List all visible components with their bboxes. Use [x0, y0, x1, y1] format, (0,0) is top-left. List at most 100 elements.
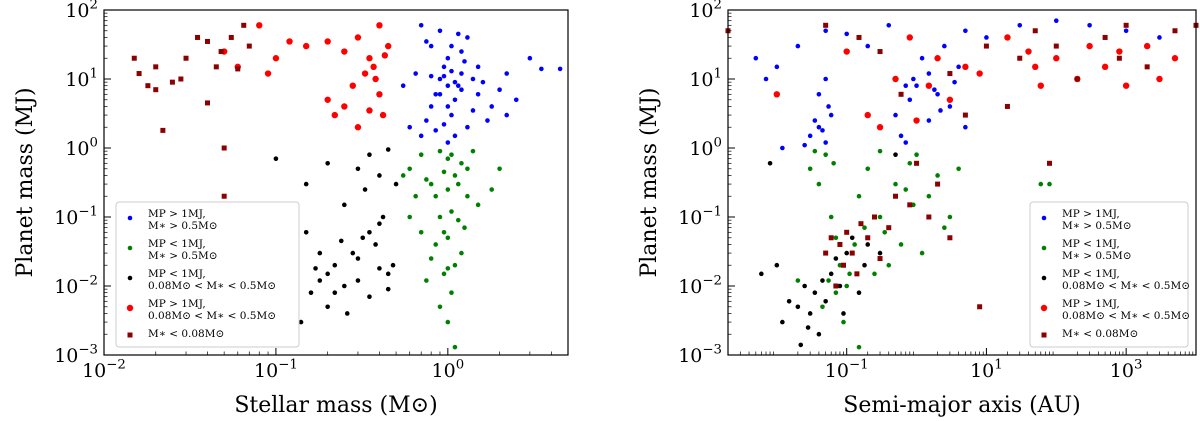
data-point — [828, 271, 834, 277]
data-point — [355, 256, 361, 261]
data-point — [437, 214, 443, 220]
data-point — [379, 111, 387, 119]
data-point — [527, 55, 533, 61]
legend-marker — [127, 245, 133, 251]
data-point — [407, 214, 412, 220]
data-point — [823, 22, 829, 28]
data-point — [308, 290, 314, 295]
data-point — [449, 43, 454, 49]
data-point — [947, 104, 953, 109]
data-point — [325, 304, 330, 310]
data-point — [437, 76, 443, 82]
legend-frame — [115, 201, 300, 348]
data-point — [452, 97, 458, 103]
data-point — [407, 166, 412, 172]
data-point — [1032, 63, 1039, 71]
data-point — [449, 209, 454, 214]
data-point — [844, 250, 849, 256]
data-point — [935, 92, 940, 97]
data-point — [485, 118, 490, 123]
data-point — [1101, 63, 1109, 71]
legend-entry: MP < 1MJ,M∗ > 0.5M⊙ — [1041, 238, 1132, 262]
data-point — [303, 181, 309, 187]
legend-label: MP > 1MJ, — [1062, 298, 1120, 310]
data-point — [812, 118, 818, 123]
data-point — [354, 124, 362, 131]
data-point — [952, 79, 957, 85]
data-point — [445, 156, 451, 161]
data-point — [926, 214, 932, 220]
data-point — [826, 104, 831, 109]
data-point — [907, 161, 913, 166]
legend-marker — [127, 332, 133, 338]
data-point — [812, 148, 818, 154]
data-point — [849, 250, 855, 256]
data-point — [802, 283, 807, 289]
legend-label: M∗ < 0.08M⊙ — [148, 328, 224, 340]
data-point — [872, 271, 877, 277]
data-point — [1053, 18, 1059, 23]
data-point — [504, 71, 510, 76]
data-point — [324, 96, 331, 103]
data-point — [854, 271, 860, 277]
data-point — [963, 124, 968, 130]
data-point — [823, 28, 828, 34]
data-point — [465, 124, 470, 130]
data-point — [325, 271, 330, 277]
data-points — [131, 22, 563, 350]
data-point — [441, 230, 447, 235]
data-point — [795, 43, 801, 49]
data-point — [298, 319, 304, 325]
data-point — [805, 325, 811, 330]
data-point — [341, 48, 348, 55]
data-point — [445, 235, 451, 241]
data-point — [302, 42, 310, 50]
data-point — [802, 142, 807, 148]
data-point — [441, 271, 447, 277]
legend-label: M∗ > 0.5M⊙ — [1062, 250, 1132, 262]
data-point — [1143, 42, 1151, 50]
data-point — [823, 152, 828, 157]
data-point — [831, 161, 836, 166]
data-point — [877, 49, 883, 55]
data-point — [833, 256, 839, 261]
data-point — [433, 193, 439, 199]
data-point — [898, 91, 904, 97]
data-point — [424, 39, 429, 44]
legend-marker — [1041, 245, 1047, 251]
data-point — [145, 83, 151, 89]
data-point — [843, 48, 850, 55]
legend-label: 0.08M⊙ < M∗ < 0.5M⊙ — [1062, 310, 1190, 322]
data-point — [919, 250, 925, 256]
legend-entry: MP < 1MJ,0.08M⊙ < M∗ < 0.5M⊙ — [127, 268, 276, 292]
legend-marker — [1040, 304, 1048, 312]
data-point — [1157, 35, 1162, 40]
data-point — [1032, 28, 1038, 34]
data-point — [385, 271, 391, 277]
data-point — [823, 76, 828, 82]
data-point — [205, 100, 211, 106]
data-point — [926, 193, 932, 199]
data-point — [865, 242, 871, 247]
data-point — [798, 342, 804, 348]
data-point — [956, 166, 961, 172]
data-point — [907, 202, 913, 208]
data-point — [903, 187, 909, 192]
data-point — [865, 166, 871, 172]
legend-label: 0.08M⊙ < M∗ < 0.5M⊙ — [148, 280, 276, 292]
data-point — [893, 112, 898, 118]
legend: MP > 1MJ,M∗ > 0.5M⊙MP < 1MJ,M∗ > 0.5M⊙MP… — [115, 201, 300, 348]
data-point — [441, 73, 447, 79]
data-point — [840, 262, 846, 268]
data-point — [424, 118, 429, 123]
data-point — [1116, 55, 1122, 61]
legend-entry: MP > 1MJ,M∗ > 0.5M⊙ — [127, 208, 218, 232]
data-point — [462, 59, 467, 64]
y-tick-label: 102 — [689, 0, 722, 22]
data-point — [437, 148, 443, 154]
data-point — [856, 34, 862, 40]
data-point — [465, 193, 470, 199]
data-point — [424, 177, 429, 182]
data-point — [871, 214, 877, 220]
